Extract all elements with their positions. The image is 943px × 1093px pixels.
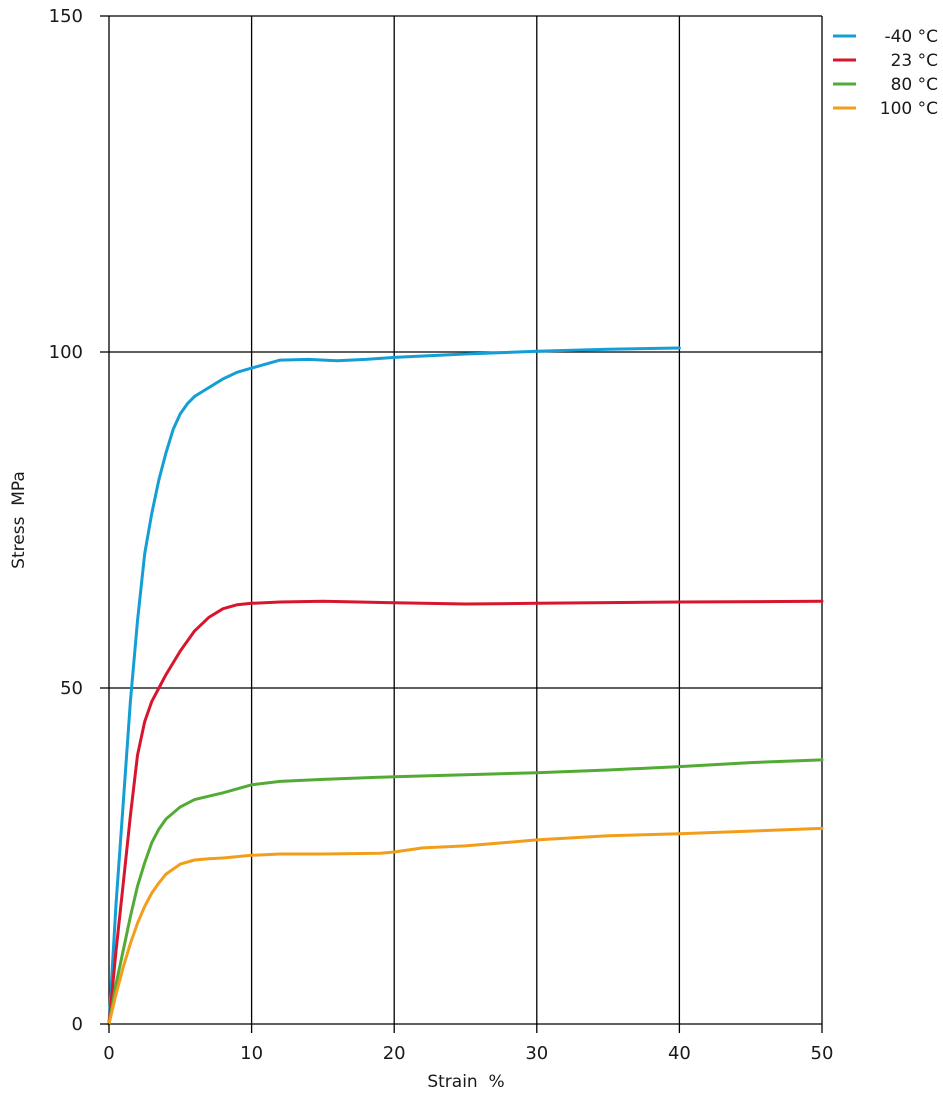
y-tick-label: 50: [60, 678, 83, 699]
y-tick-label: 0: [72, 1014, 83, 1035]
series-lines: [107, 346, 824, 1026]
y-axis-label: Stress MPa: [9, 471, 29, 569]
x-tick-label: 20: [383, 1043, 406, 1064]
x-tick-label: 10: [240, 1043, 263, 1064]
series-line-100C: [107, 826, 824, 1026]
series-line-23C: [107, 599, 824, 1026]
x-tick-label: 0: [103, 1043, 114, 1064]
y-axis-ticks: 0 50 100 150: [49, 6, 109, 1035]
series-line-minus40C: [107, 346, 681, 1026]
x-axis-ticks: 0 10 20 30 40 50: [103, 1024, 833, 1064]
grid: [108, 15, 823, 1025]
legend-label: 23 °C: [891, 51, 938, 71]
x-tick-label: 50: [811, 1043, 834, 1064]
legend: -40 °C 23 °C 80 °C 100 °C: [833, 27, 938, 119]
y-tick-label: 100: [49, 342, 83, 363]
y-tick-label: 150: [49, 6, 83, 27]
x-axis-label: Strain %: [427, 1072, 504, 1092]
legend-label: -40 °C: [884, 27, 938, 47]
legend-label: 100 °C: [880, 99, 938, 119]
x-tick-label: 40: [668, 1043, 691, 1064]
legend-label: 80 °C: [891, 75, 938, 95]
x-tick-label: 30: [525, 1043, 548, 1064]
series-line-80C: [107, 758, 824, 1026]
